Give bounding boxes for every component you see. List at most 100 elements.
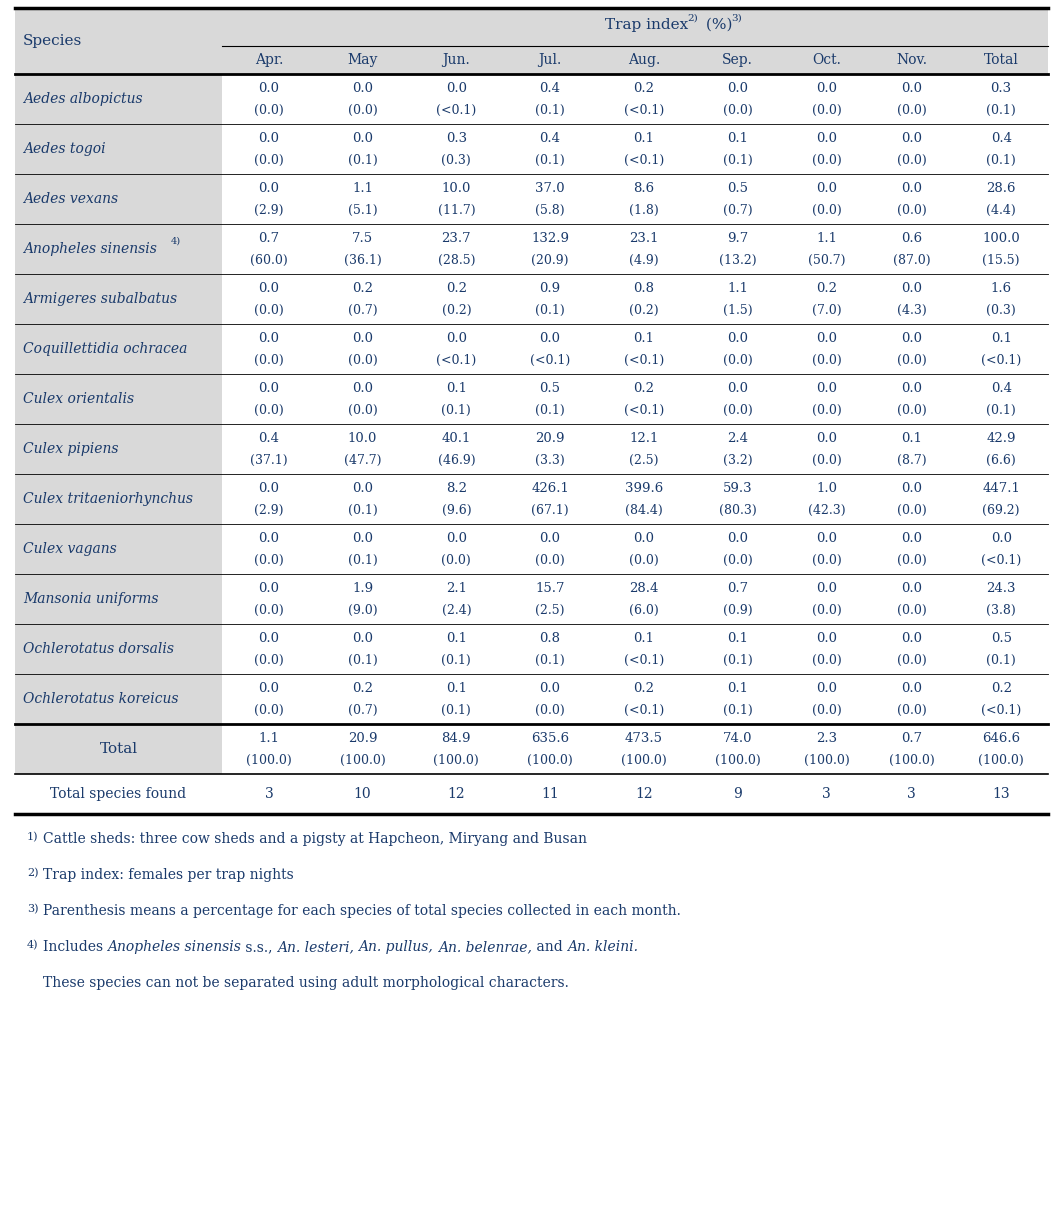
Text: (87.0): (87.0) <box>893 253 931 266</box>
Text: 10.0: 10.0 <box>441 183 471 195</box>
Text: 0.4: 0.4 <box>990 132 1011 145</box>
Text: 11: 11 <box>541 787 559 800</box>
Text: 3: 3 <box>908 787 916 800</box>
Text: Culex orientalis: Culex orientalis <box>23 392 134 406</box>
Text: (0.1): (0.1) <box>348 654 378 666</box>
Text: 1.0: 1.0 <box>817 482 837 495</box>
Text: 1): 1) <box>28 832 38 843</box>
Text: 0.3: 0.3 <box>990 82 1011 96</box>
Text: (0.0): (0.0) <box>254 654 284 666</box>
Text: 0.5: 0.5 <box>540 383 561 396</box>
Bar <box>15 524 222 574</box>
Text: (0.1): (0.1) <box>986 154 1016 166</box>
Text: 0.0: 0.0 <box>540 333 561 345</box>
Text: (7.0): (7.0) <box>811 304 841 316</box>
Text: (0.0): (0.0) <box>811 603 842 616</box>
Bar <box>691 274 784 325</box>
Bar <box>315 474 409 524</box>
Bar <box>784 374 870 424</box>
Text: 28.6: 28.6 <box>986 183 1016 195</box>
Text: 3: 3 <box>822 787 832 800</box>
Bar <box>870 174 954 224</box>
Text: 0.6: 0.6 <box>901 233 923 246</box>
Text: (0.1): (0.1) <box>348 154 378 166</box>
Text: (0.0): (0.0) <box>897 704 927 717</box>
Bar <box>315 675 409 724</box>
Text: (0.1): (0.1) <box>348 553 378 567</box>
Text: (<0.1): (<0.1) <box>981 553 1021 567</box>
Bar <box>504 675 597 724</box>
Text: 84.9: 84.9 <box>441 733 471 746</box>
Text: (67.1): (67.1) <box>531 504 569 517</box>
Text: (<0.1): (<0.1) <box>436 354 476 367</box>
Text: 3): 3) <box>731 13 742 23</box>
Text: (0.0): (0.0) <box>254 304 284 316</box>
Text: 0.0: 0.0 <box>445 533 467 545</box>
Bar <box>315 624 409 675</box>
Text: 0.1: 0.1 <box>445 683 467 695</box>
Text: (5.1): (5.1) <box>348 203 378 217</box>
Bar <box>870 675 954 724</box>
Bar <box>222 474 315 524</box>
Bar <box>15 774 1048 814</box>
Text: (8.7): (8.7) <box>897 453 927 466</box>
Text: 0.5: 0.5 <box>727 183 748 195</box>
Text: Species: Species <box>23 34 83 48</box>
Text: 15.7: 15.7 <box>535 582 565 596</box>
Bar <box>691 174 784 224</box>
Text: 0.0: 0.0 <box>817 533 837 545</box>
Text: (0.0): (0.0) <box>897 103 927 116</box>
Bar <box>784 174 870 224</box>
Text: s.s.,: s.s., <box>241 940 277 954</box>
Text: (0.0): (0.0) <box>897 553 927 567</box>
Bar <box>409 274 504 325</box>
Text: Aedes vexans: Aedes vexans <box>23 193 118 206</box>
Text: (36.1): (36.1) <box>344 253 382 266</box>
Text: 1.1: 1.1 <box>727 282 748 295</box>
Text: 0.2: 0.2 <box>634 383 654 396</box>
Text: 0.0: 0.0 <box>817 683 837 695</box>
Text: (0.0): (0.0) <box>441 553 471 567</box>
Text: 646.6: 646.6 <box>982 733 1020 746</box>
Text: 0.0: 0.0 <box>258 632 279 645</box>
Bar <box>597 124 691 174</box>
Text: (0.3): (0.3) <box>441 154 471 166</box>
Text: (<0.1): (<0.1) <box>981 354 1021 367</box>
Bar <box>409 524 504 574</box>
Text: 0.0: 0.0 <box>352 482 373 495</box>
Text: and: and <box>531 940 567 954</box>
Bar <box>15 8 1048 46</box>
Bar <box>504 224 597 274</box>
Bar <box>870 474 954 524</box>
Bar <box>597 724 691 774</box>
Text: 0.4: 0.4 <box>540 132 561 145</box>
Text: 0.0: 0.0 <box>901 482 923 495</box>
Text: 0.0: 0.0 <box>817 333 837 345</box>
Text: (0.1): (0.1) <box>535 304 565 316</box>
Text: (100.0): (100.0) <box>247 753 292 767</box>
Text: Parenthesis means a percentage for each species of total species collected in ea: Parenthesis means a percentage for each … <box>43 903 681 918</box>
Bar <box>315 524 409 574</box>
Bar <box>15 675 222 724</box>
Text: Apr.: Apr. <box>255 53 284 67</box>
Text: (2.4): (2.4) <box>441 603 471 616</box>
Bar <box>597 224 691 274</box>
Bar <box>222 675 315 724</box>
Bar <box>597 474 691 524</box>
Text: Ochlerotatus koreicus: Ochlerotatus koreicus <box>23 691 179 706</box>
Bar <box>315 574 409 624</box>
Text: (100.0): (100.0) <box>340 753 385 767</box>
Text: (0.0): (0.0) <box>348 354 378 367</box>
Text: (0.0): (0.0) <box>254 704 284 717</box>
Text: (0.0): (0.0) <box>897 203 927 217</box>
Text: (4.9): (4.9) <box>628 253 658 266</box>
Text: (<0.1): (<0.1) <box>436 103 476 116</box>
Bar <box>15 374 222 424</box>
Bar <box>597 274 691 325</box>
Text: Total: Total <box>984 53 1019 67</box>
Text: 0.2: 0.2 <box>445 282 467 295</box>
Text: 2.4: 2.4 <box>727 432 748 446</box>
Text: (4.3): (4.3) <box>897 304 927 316</box>
Text: 10.0: 10.0 <box>348 432 378 446</box>
Text: Culex pipiens: Culex pipiens <box>23 442 118 457</box>
